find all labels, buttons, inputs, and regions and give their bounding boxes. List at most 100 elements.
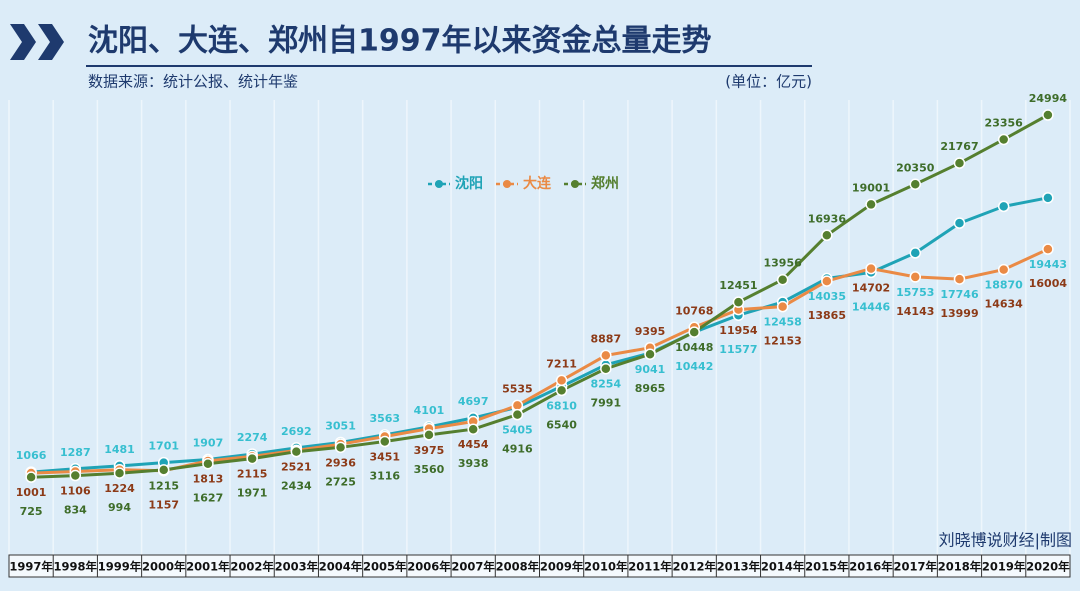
value-label: 10442 (675, 360, 713, 373)
value-label: 8254 (591, 378, 622, 391)
value-label: 10448 (675, 341, 713, 354)
value-label: 14446 (852, 300, 891, 313)
value-label: 21767 (940, 140, 978, 153)
x-tick-label: 2005年 (363, 560, 407, 574)
value-label: 3116 (369, 469, 400, 482)
x-tick-label: 2009年 (540, 560, 584, 574)
value-label: 9041 (635, 363, 666, 376)
value-label: 13865 (808, 309, 846, 322)
x-tick-label: 2013年 (717, 560, 761, 574)
value-label: 2936 (325, 456, 356, 469)
point (997, 263, 1010, 276)
point (644, 348, 656, 360)
x-tick-label: 2015年 (805, 560, 849, 574)
value-label: 6540 (546, 418, 577, 431)
value-label: 2274 (237, 431, 268, 444)
value-label: 14143 (896, 305, 934, 318)
unit-label: (单位：亿元) (725, 73, 812, 91)
point (865, 198, 877, 211)
x-tick-label: 2018年 (938, 560, 982, 574)
point (113, 467, 126, 479)
value-label: 3563 (369, 412, 400, 425)
value-label: 7211 (546, 357, 577, 370)
value-label: 18870 (985, 279, 1024, 292)
value-label: 13999 (940, 307, 978, 320)
value-label: 2692 (281, 425, 312, 438)
x-tick-label: 2002年 (230, 560, 274, 574)
point (202, 457, 214, 470)
legend: 沈阳 大连 郑州 (428, 175, 619, 192)
x-tick-label: 2020年 (1026, 560, 1070, 574)
value-label: 4454 (458, 438, 489, 451)
point (821, 229, 833, 242)
legend-label: 沈阳 (455, 175, 483, 192)
chart-title: 沈阳、大连、郑州自1997年以来资金总量走势 (88, 24, 712, 59)
value-label: 12153 (764, 335, 802, 348)
point (600, 362, 612, 375)
x-tick-label: 1997年 (9, 560, 53, 574)
point (688, 326, 700, 338)
value-label: 1971 (237, 487, 268, 500)
point (1042, 192, 1054, 204)
point (600, 349, 612, 362)
value-label: 7991 (591, 397, 622, 410)
value-label: 1627 (193, 492, 224, 505)
point (953, 157, 966, 169)
x-tick-label: 1999年 (98, 560, 142, 574)
value-label: 4916 (502, 443, 533, 456)
x-tick-label: 1998年 (54, 560, 98, 574)
value-label: 11954 (719, 324, 758, 337)
x-tick-label: 2017年 (894, 560, 938, 574)
value-label: 5405 (502, 424, 533, 437)
value-label: 14702 (852, 281, 890, 294)
point (334, 441, 347, 454)
point (25, 471, 37, 483)
value-label: 6810 (546, 399, 577, 412)
column-lines (8, 100, 1071, 555)
x-tick-label: 2004年 (319, 560, 363, 574)
value-label: 16004 (1029, 277, 1068, 290)
legend-label: 大连 (523, 175, 552, 192)
value-label: 16936 (808, 212, 847, 225)
point (909, 247, 922, 259)
value-label: 1106 (60, 485, 91, 498)
x-tick-label: 2019年 (982, 560, 1026, 574)
point (157, 464, 170, 476)
value-label: 14634 (985, 298, 1024, 311)
point (290, 445, 303, 458)
point (555, 384, 568, 397)
x-tick-label: 2003年 (275, 560, 319, 574)
value-label: 2521 (281, 461, 312, 474)
point (909, 178, 922, 191)
value-label: 834 (64, 504, 87, 517)
value-label: 3975 (414, 444, 445, 457)
value-label: 2115 (237, 468, 268, 481)
point (997, 200, 1010, 213)
value-label: 19443 (1029, 258, 1067, 271)
point (953, 217, 966, 229)
value-label: 17746 (940, 288, 979, 301)
series-line (31, 247, 1049, 475)
chevron-icon (10, 24, 64, 60)
value-label: 3938 (458, 457, 489, 470)
point (246, 452, 258, 465)
point (821, 275, 833, 287)
value-label: 23356 (985, 116, 1024, 129)
value-label: 3451 (369, 450, 400, 463)
value-label: 3560 (414, 463, 445, 476)
value-label: 1224 (104, 482, 135, 495)
point (69, 469, 82, 482)
value-label: 12458 (764, 316, 802, 329)
point (379, 435, 391, 448)
credit: 刘晓博说财经|制图 (939, 531, 1072, 550)
value-label: 24994 (1029, 92, 1068, 105)
point (555, 374, 568, 387)
x-tick-label: 2012年 (672, 560, 716, 574)
x-tick-label: 2016年 (849, 560, 893, 574)
point (423, 429, 435, 441)
point (467, 423, 479, 435)
value-label: 2434 (281, 480, 312, 493)
value-label: 3051 (325, 419, 356, 432)
value-label: 1215 (148, 480, 179, 493)
subtitle: 数据来源：统计公报、统计年鉴 (88, 73, 298, 91)
